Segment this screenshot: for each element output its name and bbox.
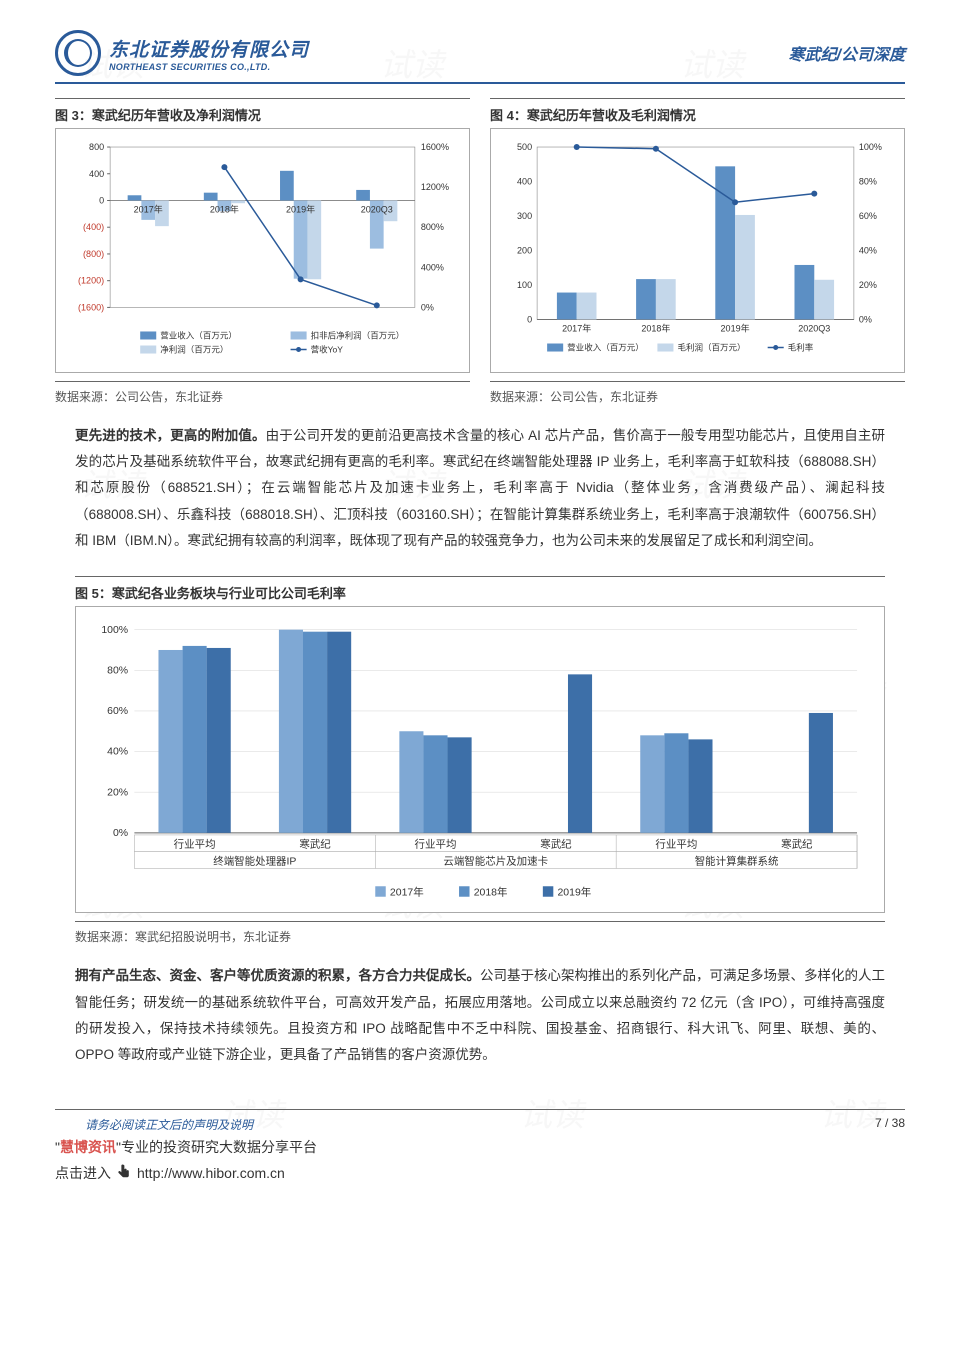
svg-text:80%: 80% [107,666,128,677]
svg-text:营业收入（百万元）: 营业收入（百万元） [160,330,237,340]
svg-text:2017年: 2017年 [134,204,163,215]
svg-text:2017年: 2017年 [562,322,591,333]
svg-text:2019年: 2019年 [558,886,592,899]
svg-text:200: 200 [517,245,532,255]
paragraph-1: 更先进的技术，更高的附加值。由于公司开发的更前沿更高技术含量的核心 AI 芯片产… [75,423,885,555]
svg-text:行业平均: 行业平均 [415,838,457,851]
svg-text:400%: 400% [421,262,444,272]
svg-text:扣非后净利润（百万元）: 扣非后净利润（百万元） [311,330,405,340]
svg-text:1200%: 1200% [421,182,449,192]
svg-text:2018年: 2018年 [210,204,239,215]
svg-text:2018年: 2018年 [641,322,670,333]
fig5-chart: 0%20%40%60%80%100%行业平均寒武纪终端智能处理器IP行业平均寒武… [75,606,885,913]
svg-text:80%: 80% [859,177,877,187]
svg-text:营业收入（百万元）: 营业收入（百万元） [567,343,644,353]
svg-text:(1600): (1600) [78,302,104,312]
fig3-chart: (1600) (1200) (800) (400) 0 400 800 0% 400% 800% 1… [55,128,470,373]
logo-icon [55,30,101,76]
svg-text:800%: 800% [421,222,444,232]
svg-text:(1200): (1200) [78,276,104,286]
svg-text:行业平均: 行业平均 [655,838,697,851]
svg-text:0%: 0% [421,302,434,312]
fig4-source: 数据来源：公司公告，东北证券 [490,381,905,405]
svg-text:0: 0 [99,195,104,205]
svg-text:(800): (800) [83,249,104,259]
svg-text:智能计算集群系统: 智能计算集群系统 [695,854,779,867]
svg-text:寒武纪: 寒武纪 [781,838,813,851]
svg-text:2019年: 2019年 [286,204,315,215]
svg-text:60%: 60% [859,211,877,221]
fig4-title: 图 4：寒武纪历年营收及毛利润情况 [490,98,905,124]
svg-text:0%: 0% [859,314,872,324]
promo-rest: "专业的投资研究大数据分享平台 [116,1139,317,1155]
svg-text:100%: 100% [859,142,882,152]
svg-text:40%: 40% [859,245,877,255]
svg-text:1600%: 1600% [421,142,449,152]
fig3-source: 数据来源：公司公告，东北证券 [55,381,470,405]
svg-text:100%: 100% [101,625,128,636]
hand-pointer-icon [115,1163,133,1184]
promo-brand: 慧博资讯 [60,1139,116,1155]
svg-text:寒武纪: 寒武纪 [299,838,331,851]
fig3-title: 图 3：寒武纪历年营收及净利润情况 [55,98,470,124]
svg-text:20%: 20% [107,787,128,798]
company-logo: 东北证券股份有限公司 NORTHEAST SECURITIES CO.,LTD. [55,30,309,76]
fig5-source: 数据来源：寒武纪招股说明书，东北证券 [75,921,885,945]
svg-text:2018年: 2018年 [474,886,508,899]
page-footer: 请务必阅读正文后的声明及说明 7 / 38 [55,1109,905,1133]
svg-text:400: 400 [89,169,104,179]
svg-text:2017年: 2017年 [390,886,424,899]
svg-text:800: 800 [89,142,104,152]
page-header: 东北证券股份有限公司 NORTHEAST SECURITIES CO.,LTD.… [55,30,905,84]
svg-text:20%: 20% [859,280,877,290]
promo2-url[interactable]: http://www.hibor.com.cn [137,1165,285,1181]
svg-text:寒武纪: 寒武纪 [540,838,572,851]
para1-bold: 更先进的技术，更高的附加值。 [75,428,266,443]
svg-text:云端智能芯片及加速卡: 云端智能芯片及加速卡 [443,854,548,867]
logo-en: NORTHEAST SECURITIES CO.,LTD. [109,62,309,72]
svg-text:500: 500 [517,142,532,152]
svg-text:行业平均: 行业平均 [174,838,216,851]
svg-text:0%: 0% [113,828,128,839]
doc-title: 寒武纪/公司深度 [789,41,905,65]
fig4-chart: 0 100 200 300 400 500 0% 20% 40% 60% 80% 100% 2017年 2… [490,128,905,373]
svg-text:2020Q3: 2020Q3 [361,205,393,215]
svg-text:2019年: 2019年 [721,322,750,333]
svg-text:60%: 60% [107,706,128,717]
svg-text:净利润（百万元）: 净利润（百万元） [160,345,228,355]
svg-text:营收YoY: 营收YoY [311,345,344,355]
svg-text:终端智能处理器IP: 终端智能处理器IP [213,854,296,867]
svg-text:300: 300 [517,211,532,221]
para1-text: 由于公司开发的更前沿更高技术含量的核心 AI 芯片产品，售价高于一般专用型功能芯… [75,428,885,548]
bottom-promo: "慧博资讯"专业的投资研究大数据分享平台 点击进入 http://www.hib… [55,1137,905,1184]
footer-disclaimer: 请务必阅读正文后的声明及说明 [55,1116,253,1133]
paragraph-2: 拥有产品生态、资金、客户等优质资源的积累，各方合力共促成长。公司基于核心架构推出… [75,963,885,1068]
para2-bold: 拥有产品生态、资金、客户等优质资源的积累，各方合力共促成长。 [75,968,480,983]
svg-text:2020Q3: 2020Q3 [798,323,830,333]
logo-cn: 东北证券股份有限公司 [109,35,309,62]
promo2-text: 点击进入 [55,1163,111,1183]
svg-text:40%: 40% [107,747,128,758]
svg-text:0: 0 [527,314,532,324]
svg-text:毛利率: 毛利率 [788,343,814,353]
fig5-title: 图 5：寒武纪各业务板块与行业可比公司毛利率 [75,576,885,602]
svg-text:毛利润（百万元）: 毛利润（百万元） [677,343,745,353]
svg-text:(400): (400) [83,222,104,232]
footer-page: 7 / 38 [875,1116,905,1133]
svg-text:400: 400 [517,177,532,187]
svg-text:100: 100 [517,280,532,290]
